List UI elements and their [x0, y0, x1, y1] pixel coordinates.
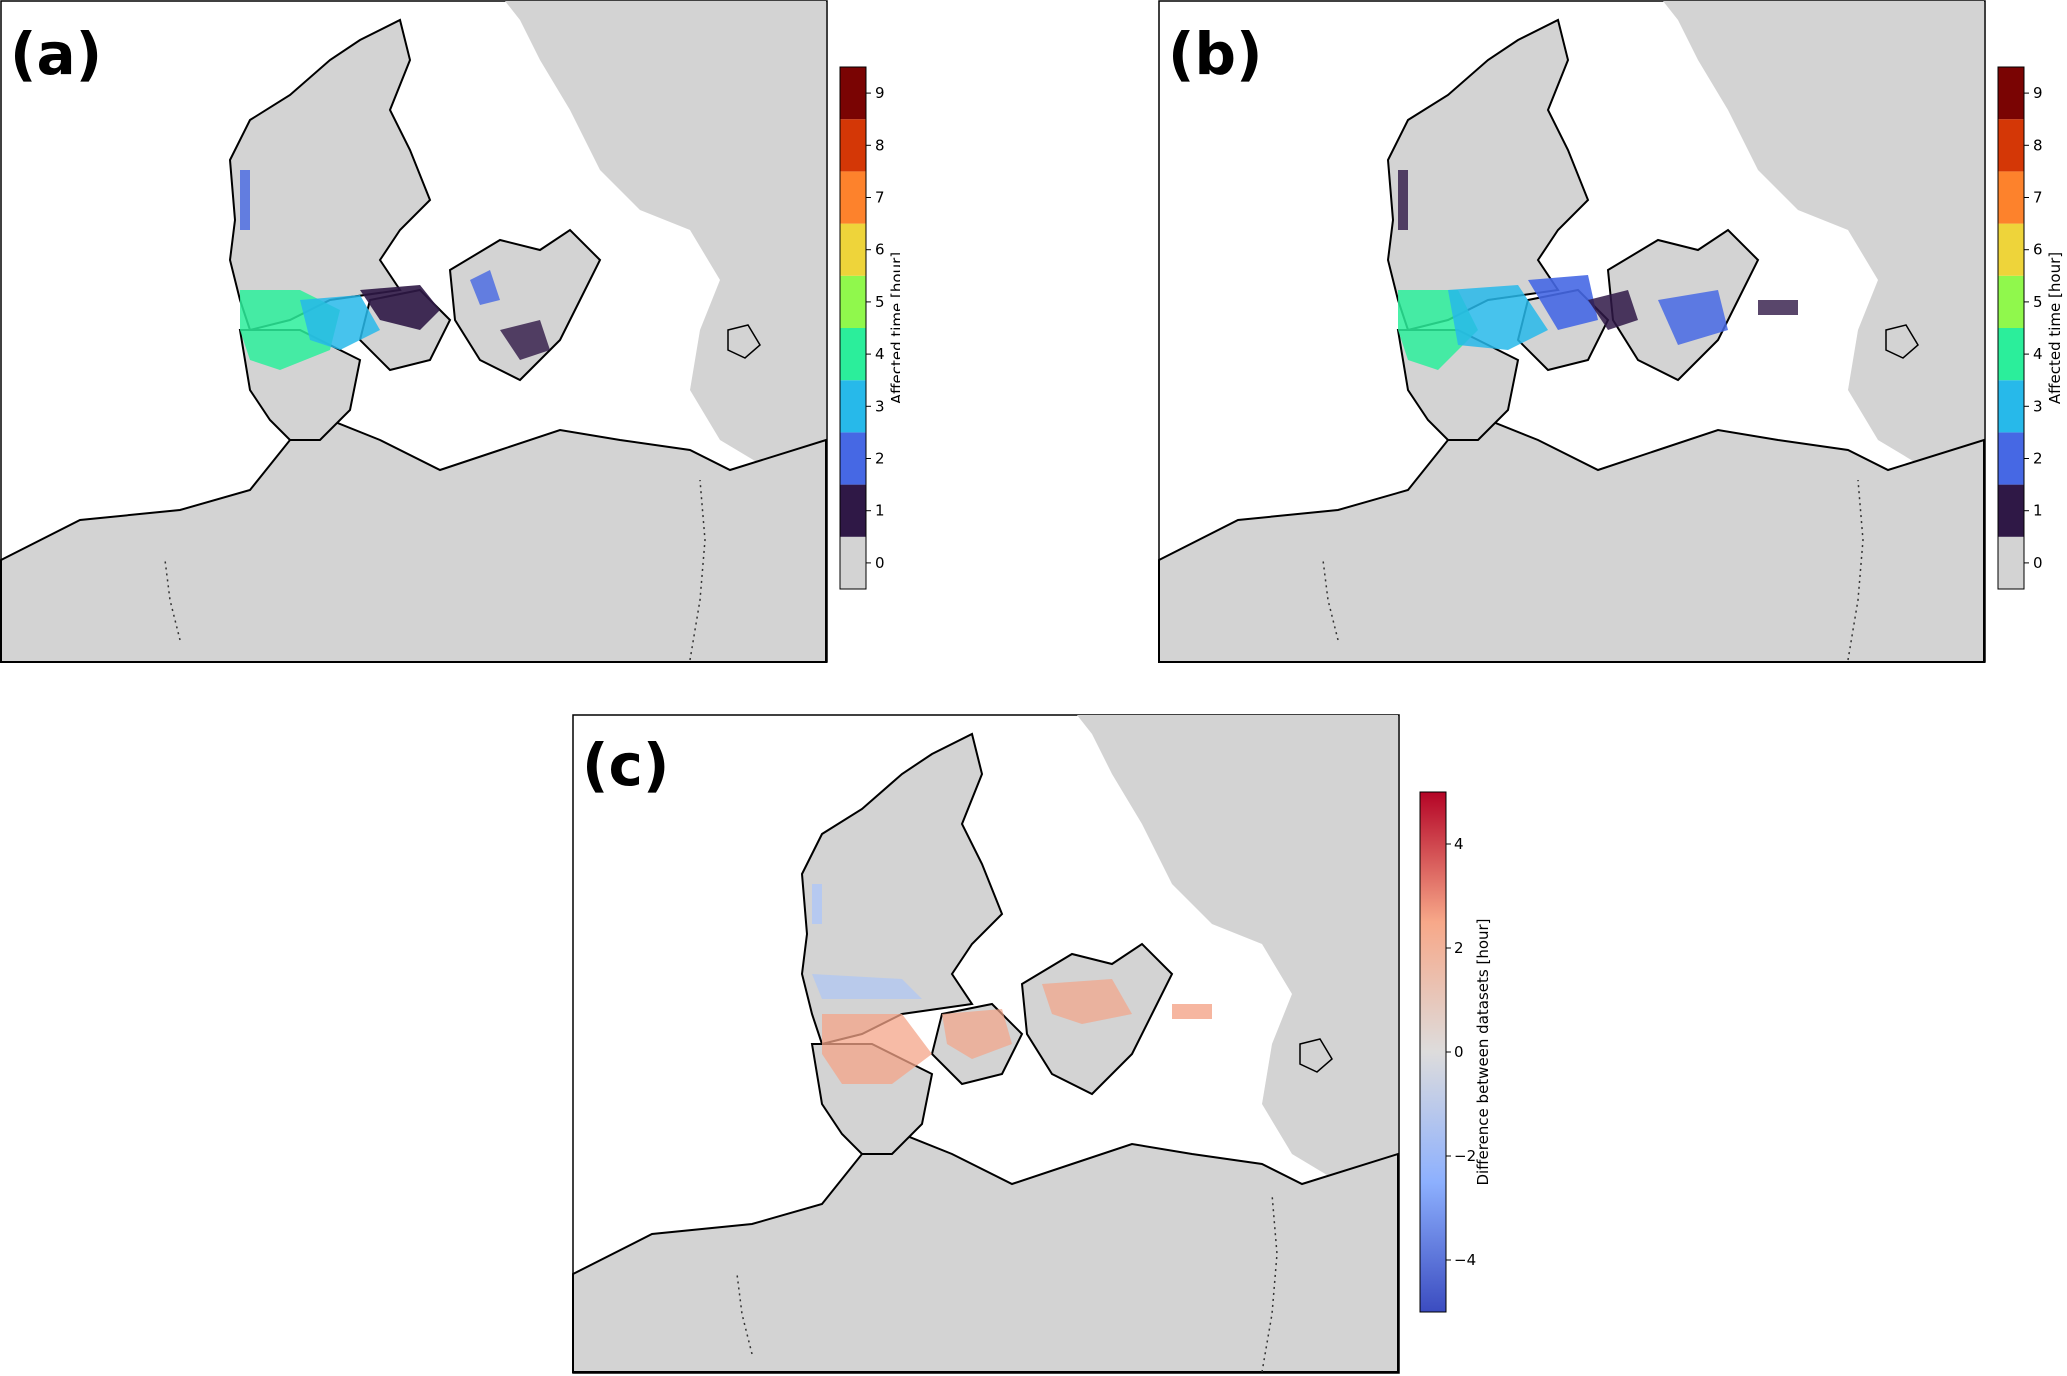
map-panel-a: (a) 0 1 2 3 4 5 6 7 8 9 Affected time [hour] — [0, 0, 900, 670]
colorbar-gradient — [1419, 791, 1447, 1313]
colorbar-tick-label: 8 — [875, 136, 885, 154]
colorbar-tick-label: 8 — [2033, 136, 2043, 154]
colorbar-swatch-5 — [840, 275, 866, 328]
colorbar-tick-label: 6 — [875, 241, 885, 259]
colorbar-tick-label: 0 — [2033, 554, 2043, 572]
land-bornholm — [1299, 1038, 1333, 1073]
colorbar-tick-label: 7 — [875, 189, 885, 207]
colorbar-swatch-6 — [1998, 223, 2024, 276]
colorbar-swatch-4 — [840, 328, 866, 381]
colorbar-tick-label: 2 — [1454, 939, 1464, 957]
colorbar-swatch-2 — [840, 432, 866, 485]
colorbar-swatch-0 — [1998, 536, 2024, 589]
colorbar-c: 4 2 0 −2 −4 Difference between datasets [hour… — [1419, 791, 1492, 1313]
colorbar-b: 0 1 2 3 4 5 6 7 8 9 Affected time [hour] — [1997, 66, 2064, 590]
colorbar-swatch-4 — [1998, 328, 2024, 381]
land-jutland — [800, 732, 1004, 1046]
map-panel-b: (b) 0 1 2 3 4 5 6 7 8 9 Affected time [hour] — [1158, 0, 2067, 670]
panel-label-b: (b) — [1168, 20, 1263, 88]
colorbar-swatch-7 — [1998, 171, 2024, 224]
colorbar-tick-label: 4 — [875, 345, 885, 363]
land-zealand — [448, 228, 602, 382]
colorbar-swatch-6 — [840, 223, 866, 276]
colorbar-swatch-0 — [840, 536, 866, 589]
map-b — [1158, 0, 1986, 663]
colorbar-swatch-8 — [840, 119, 866, 172]
panel-label-c: (c) — [582, 731, 670, 799]
colorbar-label: Difference between datasets [hour] — [1474, 918, 1492, 1185]
colorbar-label: Affected time [hour] — [888, 252, 900, 404]
land-germany — [572, 1132, 1399, 1373]
colorbar-tick-label: 1 — [875, 502, 885, 520]
colorbar-tick-label: 3 — [875, 397, 885, 415]
map-a — [0, 0, 828, 663]
colorbar-swatch-3 — [1998, 380, 2024, 433]
colorbar-swatch-8 — [1998, 119, 2024, 172]
colorbar-swatch-7 — [840, 171, 866, 224]
colorbar-label: Affected time [hour] — [2046, 252, 2064, 404]
panel-label-a: (a) — [10, 20, 103, 88]
colorbar-tick-label: 1 — [2033, 502, 2043, 520]
affected-cells-b — [1398, 170, 1798, 370]
map-panel-c: (c) 4 2 0 −2 −4 Difference between datasets [… — [572, 714, 1492, 1376]
colorbar-swatch-9 — [840, 67, 866, 120]
colorbar-tick-label: 6 — [2033, 241, 2043, 259]
colorbar-tick-label: 4 — [1454, 835, 1464, 853]
difference-cells-c — [812, 884, 1212, 1084]
colorbar-tick-label: 2 — [875, 450, 885, 468]
colorbar-tick-label: 5 — [875, 293, 885, 311]
map-c — [572, 714, 1400, 1374]
colorbar-swatch-9 — [1998, 67, 2024, 120]
colorbar-a: 0 1 2 3 4 5 6 7 8 9 Affected time [hour] — [839, 66, 900, 590]
land-bornholm — [1885, 324, 1919, 359]
colorbar-swatch-1 — [840, 484, 866, 537]
colorbar-tick-label: 0 — [875, 554, 885, 572]
colorbar-tick-label: 2 — [2033, 450, 2043, 468]
colorbar-tick-label: 9 — [875, 84, 885, 102]
colorbar-tick-label: 4 — [2033, 345, 2043, 363]
land-germany — [0, 418, 827, 663]
colorbar-tick-label: 3 — [2033, 397, 2043, 415]
colorbar-swatch-5 — [1998, 275, 2024, 328]
land-germany — [1158, 418, 1985, 663]
affected-cells-a — [240, 170, 550, 370]
colorbar-tick-label: −2 — [1454, 1147, 1476, 1165]
colorbar-swatch-3 — [840, 380, 866, 433]
land-bornholm — [727, 324, 761, 359]
colorbar-swatch-2 — [1998, 432, 2024, 485]
colorbar-tick-label: 7 — [2033, 189, 2043, 207]
colorbar-tick-label: −4 — [1454, 1251, 1476, 1269]
colorbar-tick-label: 9 — [2033, 84, 2043, 102]
colorbar-tick-label: 5 — [2033, 293, 2043, 311]
colorbar-swatch-1 — [1998, 484, 2024, 537]
colorbar-tick-label: 0 — [1454, 1043, 1464, 1061]
